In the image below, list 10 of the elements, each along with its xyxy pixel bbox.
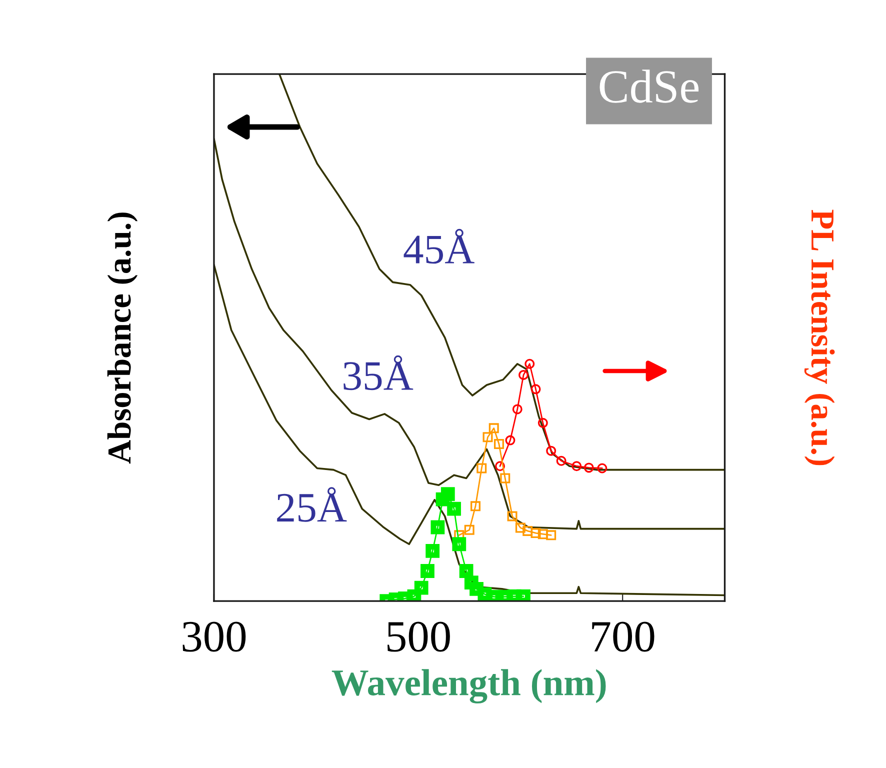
annotation: CdSe: [600, 70, 699, 103]
x-tick-label: 300: [182, 622, 246, 652]
x-tick-label: 500: [388, 622, 450, 652]
x-axis-title: Wavelength (nm): [332, 669, 606, 704]
series-label: 35Å: [344, 355, 414, 390]
series-label: 45Å: [404, 228, 474, 264]
series-label: 25Å: [277, 487, 347, 522]
y-axis-title: Absorbance (a.u.): [107, 212, 138, 464]
y2-axis-title: PL Intensity (a.u.): [804, 210, 835, 466]
x-tick-label: 700: [592, 622, 654, 652]
